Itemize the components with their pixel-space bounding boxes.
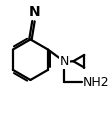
Text: NH2: NH2	[83, 76, 109, 88]
Text: N: N	[60, 55, 69, 68]
Text: N: N	[29, 5, 40, 19]
